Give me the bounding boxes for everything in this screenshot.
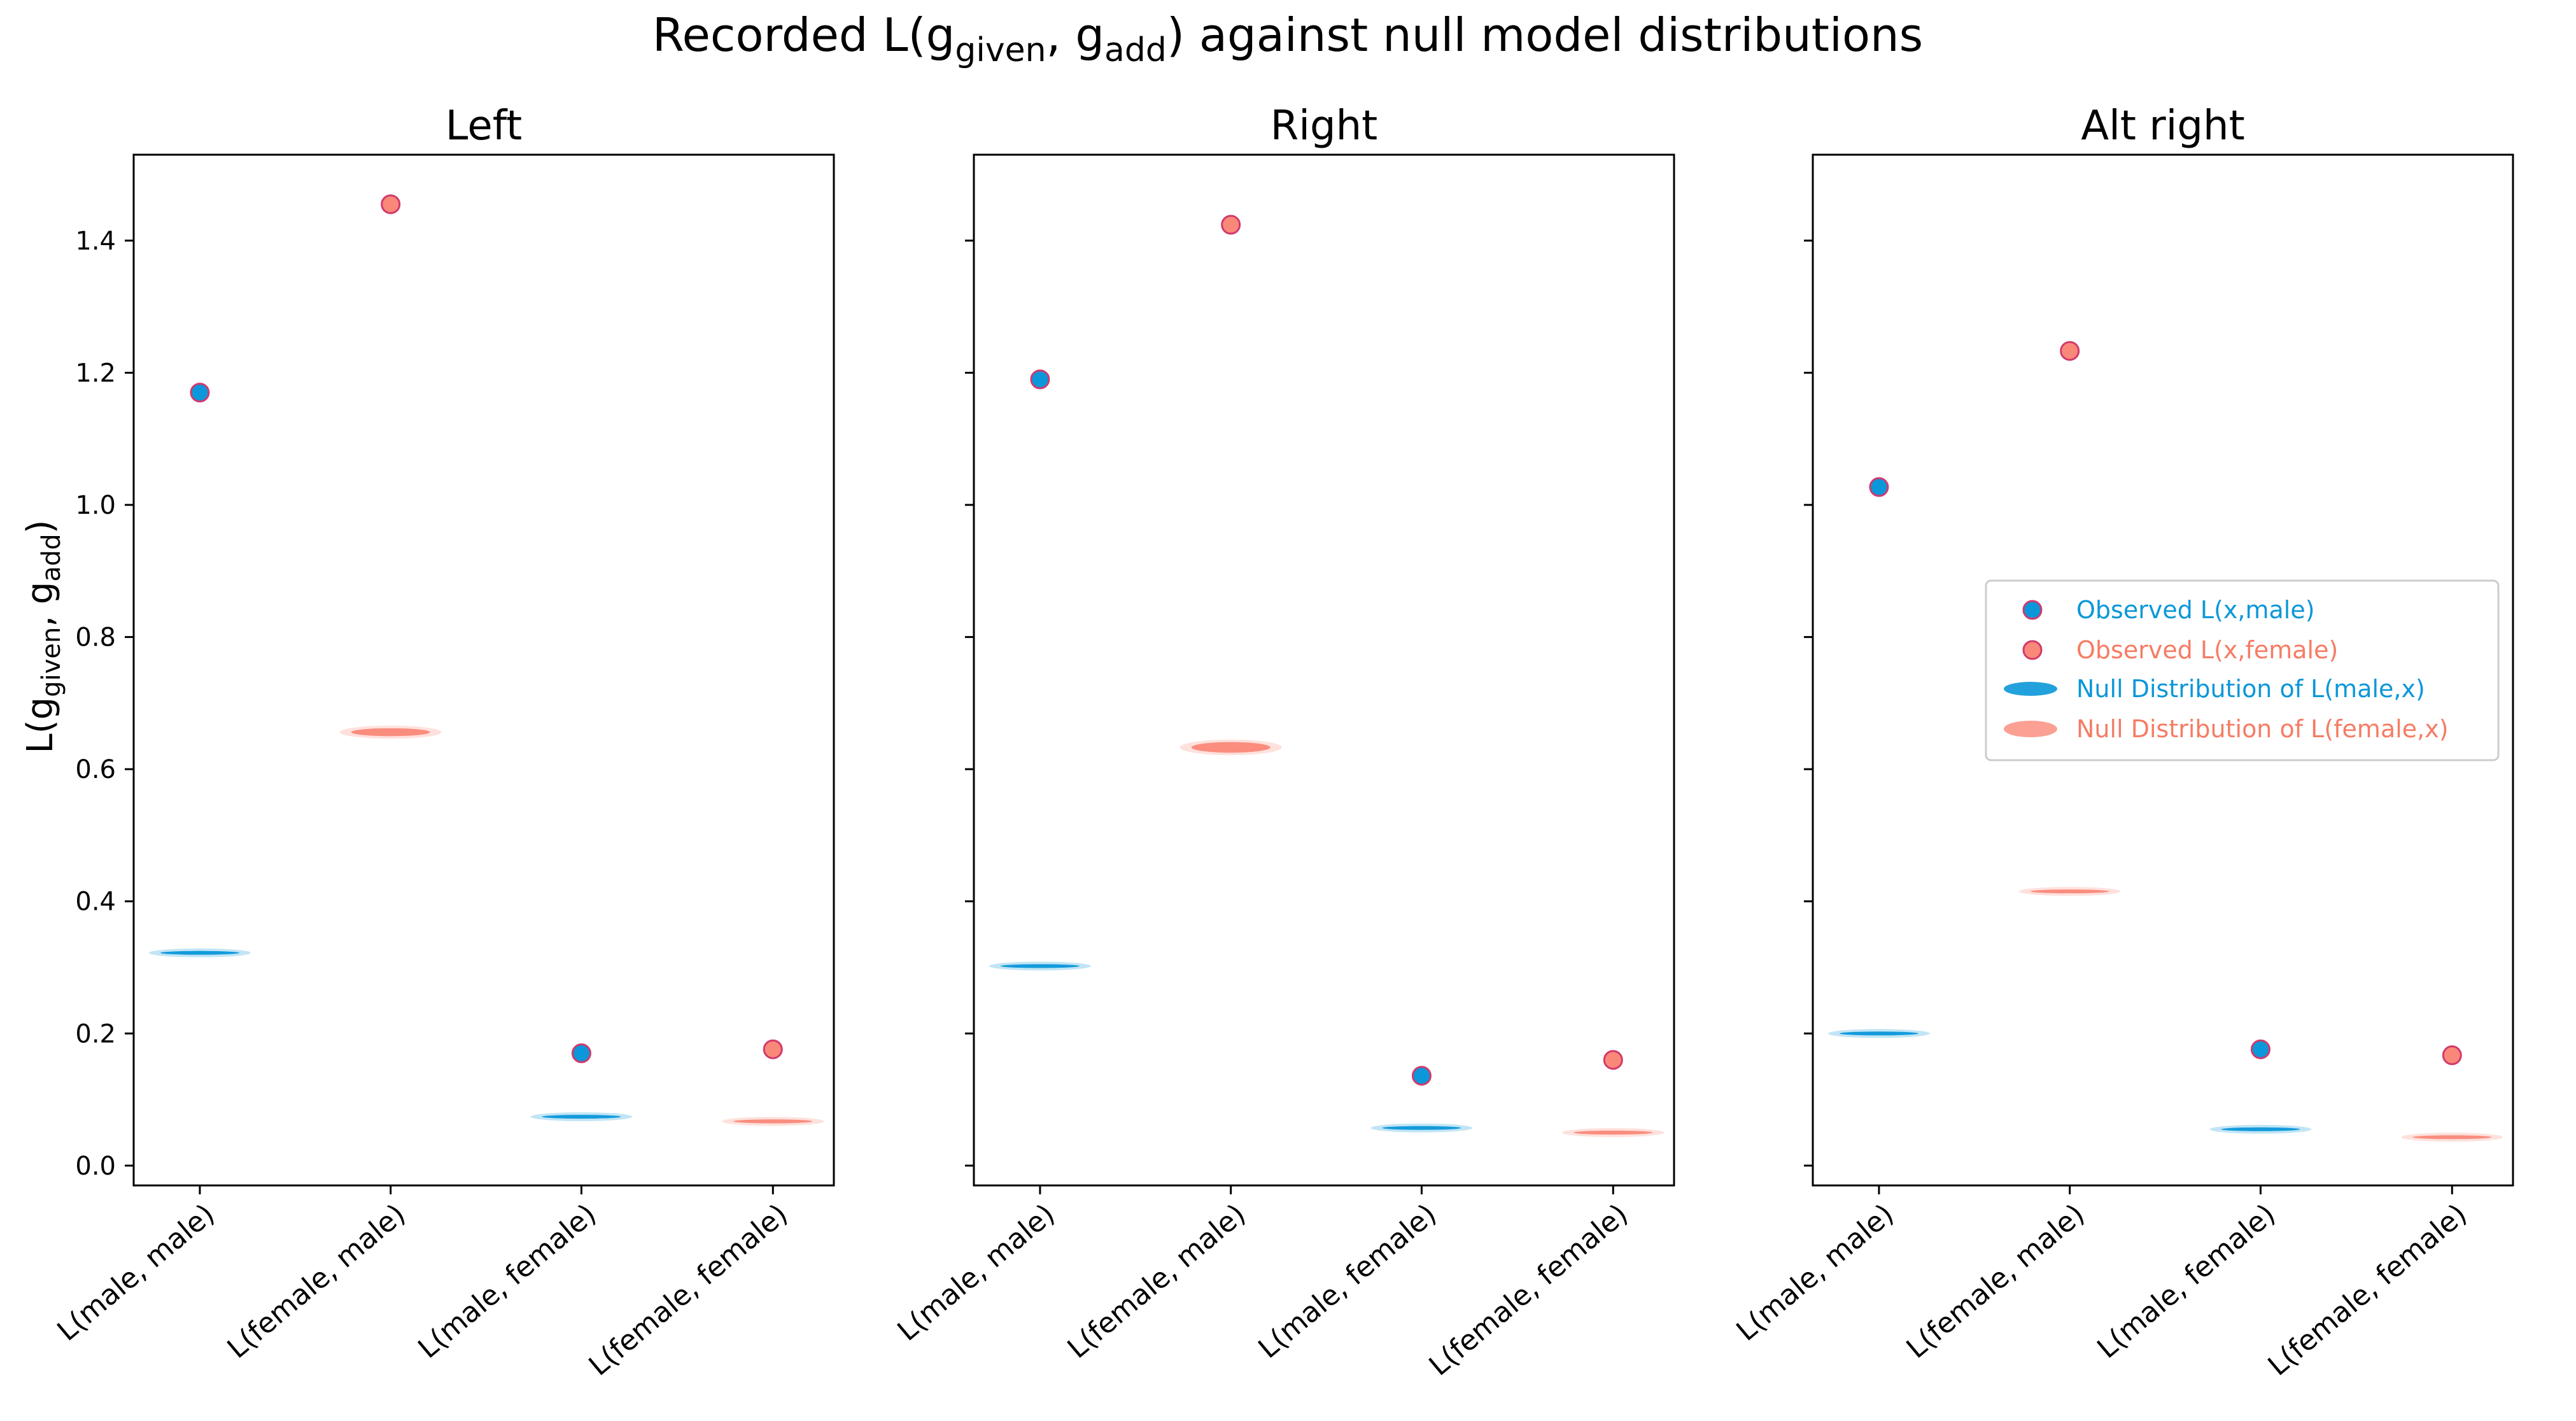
null-distribution-female bbox=[722, 1117, 824, 1126]
legend-observed-female-marker bbox=[2022, 640, 2043, 660]
observed-point-male bbox=[571, 1043, 591, 1063]
observed-point-male bbox=[2250, 1039, 2270, 1059]
legend-null-male-label: Null Distribution of L(male,x) bbox=[2076, 675, 2425, 703]
y-tick-label: 0.2 bbox=[75, 1019, 116, 1049]
null-distribution-male bbox=[989, 961, 1091, 971]
null-band-core bbox=[1382, 1126, 1461, 1130]
x-tick-label: L(male, male) bbox=[892, 1198, 1061, 1347]
null-distribution-female bbox=[339, 725, 442, 739]
panel-title-alt-right: Alt right bbox=[2081, 103, 2244, 150]
null-distribution-male bbox=[148, 948, 251, 958]
x-tick-label: L(female, male) bbox=[222, 1198, 412, 1365]
legend-observed-female-label: Observed L(x,female) bbox=[2076, 636, 2338, 664]
observed-point-male bbox=[1030, 369, 1050, 390]
null-band-core bbox=[2412, 1135, 2492, 1140]
observed-point-female bbox=[1603, 1050, 1623, 1070]
x-tick-label: L(female, female) bbox=[2262, 1198, 2474, 1382]
x-tick-label: L(male, male) bbox=[1731, 1198, 1900, 1347]
panel-right: Right L(male, male) L(female, male) L(male,… bbox=[892, 103, 1675, 1382]
null-distribution-female bbox=[2018, 887, 2121, 896]
observed-point-female bbox=[381, 194, 401, 215]
null-band-core bbox=[351, 728, 430, 737]
null-distribution-female bbox=[1179, 739, 1282, 756]
x-tick-label: L(male, female) bbox=[2091, 1198, 2281, 1365]
panel-title-left: Left bbox=[446, 103, 522, 150]
y-tick-label: 0.0 bbox=[75, 1152, 116, 1181]
x-tick-label: L(female, male) bbox=[1901, 1198, 2091, 1365]
y-tick-label: 0.4 bbox=[75, 887, 116, 917]
x-tick-label: L(female, female) bbox=[583, 1198, 794, 1382]
legend-observed-male-label: Observed L(x,male) bbox=[2076, 596, 2315, 624]
observed-point-female bbox=[1221, 215, 1241, 235]
null-band-core bbox=[542, 1115, 621, 1119]
null-distribution-female bbox=[1562, 1128, 1665, 1138]
observed-point-male bbox=[190, 383, 210, 403]
null-band-core bbox=[2221, 1127, 2300, 1131]
panel-title-right: Right bbox=[1270, 103, 1378, 150]
null-band-core bbox=[2030, 889, 2109, 894]
legend-frame bbox=[1985, 579, 2500, 761]
null-band-core bbox=[1839, 1031, 1918, 1036]
legend-observed-male-marker bbox=[2022, 600, 2043, 620]
legend-null-female-label: Null Distribution of L(female,x) bbox=[2076, 715, 2449, 743]
y-tick-label: 0.6 bbox=[75, 755, 116, 784]
null-band-core bbox=[1573, 1130, 1653, 1135]
observed-point-male bbox=[1411, 1066, 1432, 1086]
y-tick-label: 1.2 bbox=[75, 358, 116, 388]
x-tick-label: L(male, female) bbox=[412, 1198, 602, 1365]
legend: Observed L(x,male) Observed L(x,female) … bbox=[1985, 579, 2500, 761]
null-distribution-male bbox=[2209, 1124, 2312, 1134]
y-tick-label: 1.4 bbox=[75, 227, 116, 256]
observed-point-female bbox=[763, 1039, 783, 1059]
x-tick-label: L(male, female) bbox=[1252, 1198, 1442, 1365]
x-tick-label: L(female, female) bbox=[1423, 1198, 1635, 1382]
null-band-core bbox=[1191, 742, 1270, 753]
y-tick-label: 0.8 bbox=[75, 623, 116, 653]
y-axis-label: L(ggiven, gadd) bbox=[20, 520, 66, 753]
observed-point-female bbox=[2442, 1045, 2462, 1066]
legend-null-male-marker bbox=[2004, 682, 2057, 696]
null-distribution-male bbox=[1827, 1029, 1930, 1038]
panel-left: Left 0.0 0.2 0.4 0.6 0.8 1.0 1.2 1.4 L(male, male… bbox=[52, 103, 835, 1382]
axes-frame bbox=[973, 153, 1675, 1187]
null-band-core bbox=[1000, 964, 1080, 968]
y-tick-label: 1.0 bbox=[75, 491, 116, 520]
null-distribution-male bbox=[1370, 1123, 1473, 1133]
null-distribution-male bbox=[530, 1112, 633, 1122]
null-band-core bbox=[160, 951, 239, 955]
legend-null-female-marker bbox=[2004, 721, 2057, 737]
axes-frame bbox=[132, 153, 835, 1187]
axes-frame bbox=[1812, 153, 2514, 1187]
null-band-core bbox=[733, 1119, 813, 1124]
figure-title: Recorded L(ggiven, gadd) against null mo… bbox=[652, 8, 1923, 69]
null-distribution-female bbox=[2401, 1133, 2503, 1142]
x-tick-label: L(female, male) bbox=[1062, 1198, 1252, 1365]
x-tick-label: L(male, male) bbox=[52, 1198, 221, 1347]
observed-point-female bbox=[2060, 341, 2080, 361]
observed-point-male bbox=[1869, 477, 1889, 497]
